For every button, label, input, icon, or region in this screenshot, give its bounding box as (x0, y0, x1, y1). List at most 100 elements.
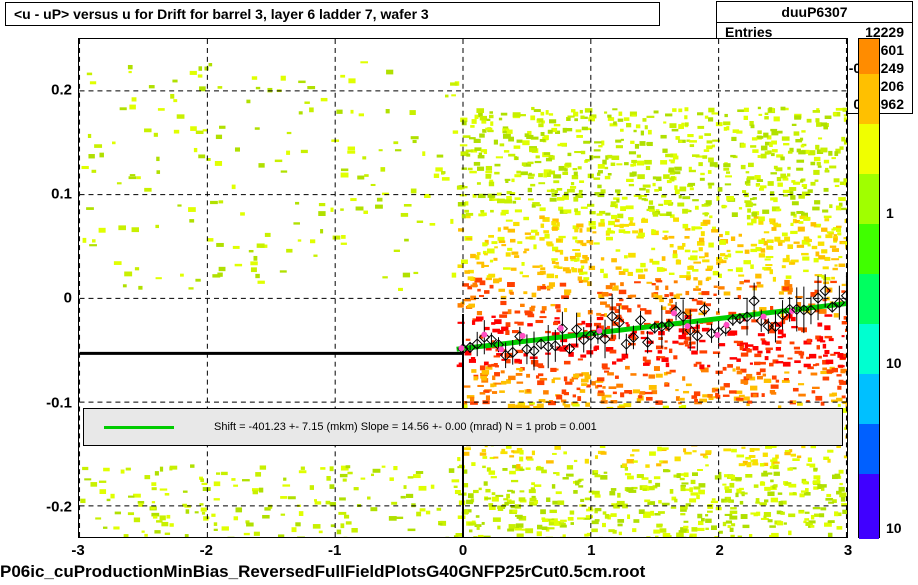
heat-cell (578, 485, 583, 487)
heat-cell (714, 286, 718, 288)
heat-cell (700, 178, 705, 181)
heat-cell (824, 350, 829, 354)
heat-cell (737, 109, 744, 112)
heat-cell (649, 259, 653, 263)
heat-cell (214, 529, 218, 531)
heat-cell (128, 512, 134, 515)
heat-cell (622, 197, 628, 200)
legend-line-sample (104, 426, 174, 429)
heat-cell (702, 213, 709, 215)
heat-cell (511, 450, 514, 452)
y-tick-label: 0.1 (28, 186, 72, 203)
heat-cell (755, 274, 761, 279)
heat-cell (820, 148, 827, 153)
heat-cell (510, 292, 514, 295)
heat-cell (619, 290, 626, 294)
heat-cell (626, 123, 631, 127)
heat-cell (743, 525, 750, 528)
data-marker-pink (458, 345, 464, 351)
heat-cell (760, 481, 763, 483)
heat-cell (770, 390, 775, 394)
heat-cell (778, 131, 782, 134)
heat-cell (747, 176, 755, 180)
heat-cell (198, 74, 203, 77)
heat-cell (380, 167, 385, 172)
heat-cell (535, 320, 543, 323)
heat-cell (815, 145, 819, 150)
heat-cell (619, 299, 623, 301)
heat-cell (254, 532, 260, 536)
colorbar-segment (859, 474, 879, 539)
heat-cell (502, 312, 508, 315)
heat-cell (389, 477, 393, 481)
heat-cell (659, 524, 662, 526)
heat-cell (546, 158, 552, 161)
heat-cell (726, 171, 730, 173)
heat-cell (716, 122, 723, 126)
heat-cell (815, 118, 819, 122)
heat-cell (474, 139, 481, 143)
heat-cell (219, 267, 226, 271)
heat-cell (609, 306, 616, 310)
heat-cell (692, 154, 700, 157)
heat-cell (492, 492, 496, 495)
heat-cell (466, 154, 470, 157)
heat-cell (828, 151, 832, 156)
heat-cell (698, 490, 705, 495)
heat-cell (656, 463, 661, 466)
heat-cell (762, 393, 765, 397)
heat-cell (811, 222, 817, 226)
heat-cell (541, 517, 545, 520)
heat-cell (765, 348, 772, 350)
heat-cell (672, 108, 676, 112)
heat-cell (541, 132, 545, 136)
heat-cell (594, 242, 600, 244)
heat-cell (806, 523, 813, 525)
heat-cell (630, 454, 634, 456)
heat-cell (354, 487, 359, 490)
heat-cell (643, 357, 647, 362)
heat-cell (580, 116, 584, 120)
heat-cell (233, 246, 240, 249)
heat-cell (538, 365, 544, 368)
heat-cell (556, 395, 562, 400)
heat-cell (194, 148, 197, 152)
heat-cell (455, 490, 461, 494)
heat-cell (531, 482, 535, 485)
heat-cell (488, 274, 495, 278)
heat-cell (293, 222, 300, 224)
heat-cell (498, 237, 505, 241)
heat-cell (149, 85, 155, 88)
heat-cell (769, 241, 772, 243)
heat-cell (457, 186, 462, 190)
heat-cell (801, 490, 806, 492)
heat-cell (832, 393, 837, 397)
heat-cell (740, 342, 748, 344)
heat-cell (573, 374, 579, 378)
heat-cell (813, 110, 820, 113)
heat-cell (827, 450, 833, 453)
heat-cell (788, 484, 796, 488)
heat-cell (570, 511, 575, 515)
heat-cell (235, 147, 240, 151)
heat-cell (645, 125, 648, 129)
heat-cell (155, 225, 159, 228)
heat-cell (682, 196, 690, 199)
heat-cell (326, 501, 331, 505)
heat-cell (286, 151, 290, 155)
heat-cell (240, 212, 245, 215)
heat-cell (792, 124, 797, 126)
heat-cell (613, 530, 617, 534)
heat-cell (469, 171, 476, 174)
heat-cell (346, 521, 352, 524)
heat-cell (319, 531, 323, 534)
heat-cell (576, 224, 583, 228)
heat-cell (639, 188, 646, 191)
heat-cell (656, 176, 661, 181)
heat-cell (804, 518, 809, 520)
heat-cell (778, 355, 784, 358)
heat-cell (616, 384, 623, 388)
heat-cell (782, 334, 786, 338)
heat-cell (684, 107, 688, 111)
heat-cell (572, 175, 578, 179)
